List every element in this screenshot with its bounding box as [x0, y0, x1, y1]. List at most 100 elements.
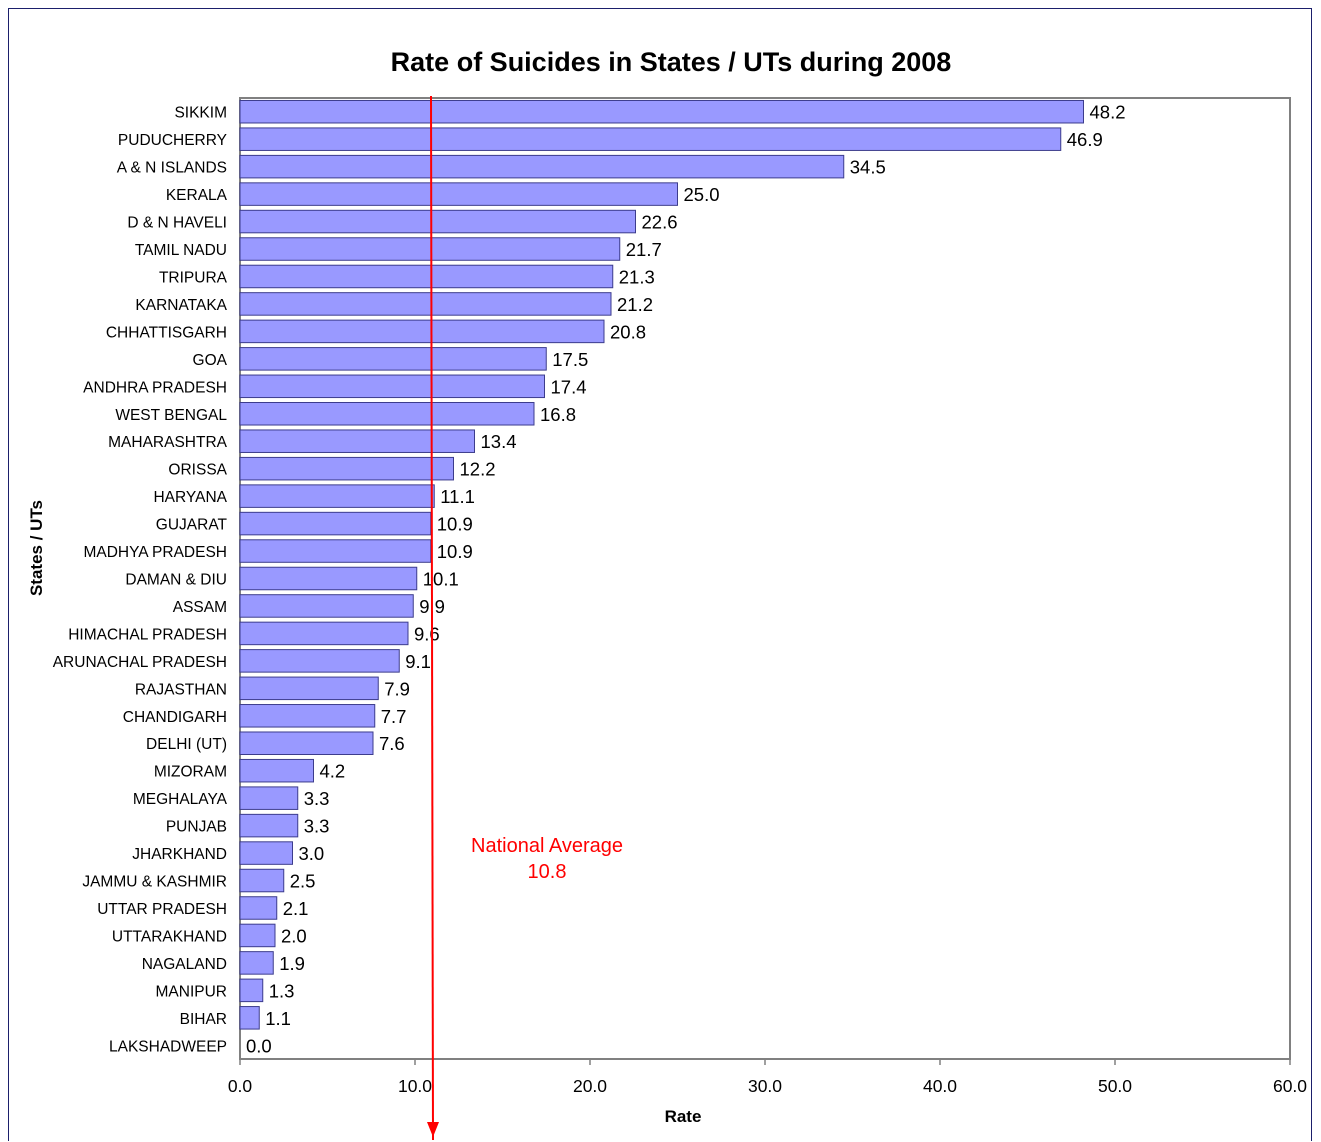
bar: [239, 704, 376, 728]
value-label: 16.8: [540, 404, 576, 425]
value-label: 7.6: [379, 733, 405, 754]
category-label: BIHAR: [180, 1011, 227, 1028]
value-label: 11.1: [440, 486, 475, 507]
bars-group: [239, 99, 1084, 1030]
value-label: 21.3: [619, 266, 655, 287]
bar: [239, 182, 678, 206]
bar: [239, 264, 614, 289]
value-label: 10.1: [423, 569, 459, 590]
value-label: 21.7: [626, 239, 662, 260]
value-label: 3.3: [304, 816, 330, 837]
bar: [239, 649, 400, 673]
bar: [239, 511, 432, 536]
value-label: 2.1: [283, 898, 309, 919]
bar: [239, 978, 264, 1003]
reference-line: [430, 95, 434, 1141]
bar: [239, 841, 293, 865]
value-label: 12.2: [460, 459, 496, 480]
category-label: ARUNACHAL PRADESH: [53, 654, 227, 671]
bar: [239, 99, 1084, 124]
category-label: HIMACHAL PRADESH: [68, 626, 227, 643]
bar: [239, 923, 276, 948]
value-label: 17.4: [551, 376, 587, 397]
category-label: WEST BENGAL: [115, 407, 227, 424]
value-label: 25.0: [684, 184, 720, 205]
category-label: CHHATTISGARH: [106, 324, 227, 341]
value-label: 21.2: [617, 294, 653, 315]
bar: [239, 539, 432, 563]
category-labels: SIKKIM PUDUCHERRY A & N ISLANDS KERALA D & N…: [53, 105, 228, 1056]
category-label: MEGHALAYA: [133, 791, 228, 808]
value-label: 1.9: [279, 953, 305, 974]
bar: [239, 429, 475, 453]
bar: [239, 594, 414, 618]
bar: [239, 813, 299, 838]
bar: [239, 374, 545, 399]
category-label: ORISSA: [168, 462, 227, 479]
x-tick-label: 20.0: [573, 1076, 607, 1096]
x-tick-label: 60.0: [1273, 1076, 1307, 1096]
category-label: JHARKHAND: [132, 846, 227, 863]
bar: [239, 731, 374, 756]
bar: [239, 484, 435, 508]
category-label: ASSAM: [173, 599, 227, 616]
chart-title: Rate of Suicides in States / UTs during …: [391, 47, 952, 77]
category-label: KARNATAKA: [135, 297, 227, 314]
bar: [239, 209, 636, 234]
value-label: 20.8: [610, 321, 646, 342]
bar: [239, 401, 535, 426]
value-label: 2.0: [281, 925, 307, 946]
category-label: LAKSHADWEEP: [109, 1038, 227, 1055]
value-label: 10.9: [437, 514, 473, 535]
category-label: NAGALAND: [142, 956, 227, 973]
bar: [239, 347, 547, 371]
bar: [239, 868, 285, 893]
category-label: D & N HAVELI: [127, 215, 227, 232]
value-label: 34.5: [850, 157, 886, 178]
value-label: 1.1: [265, 1008, 291, 1029]
bar: [239, 786, 299, 810]
value-label: 1.3: [269, 980, 295, 1001]
category-label: DAMAN & DIU: [125, 572, 227, 589]
bar: [239, 676, 379, 701]
category-label: JAMMU & KASHMIR: [82, 874, 227, 891]
category-label: GOA: [193, 352, 228, 369]
category-label: GUJARAT: [156, 517, 228, 534]
x-tick-label: 50.0: [1098, 1076, 1132, 1096]
value-labels: 48.2 46.9 34.5 25.0 22.6 21.7 21.3 21.2 20.8 17.5…: [246, 102, 1126, 1057]
x-tick-label: 10.0: [398, 1076, 432, 1096]
category-label: CHANDIGARH: [123, 709, 227, 726]
x-axis: 0.0 10.0 20.0 30.0 40.0 50.0 60.0: [228, 1059, 1307, 1096]
value-label: 9.6: [414, 623, 440, 644]
bar: [239, 154, 845, 179]
category-label: HARYANA: [153, 489, 227, 506]
category-label: TRIPURA: [159, 269, 228, 286]
bar: [239, 237, 621, 261]
category-label: MAHARASHTRA: [108, 434, 228, 451]
value-label: 10.9: [437, 541, 473, 562]
value-label: 48.2: [1090, 102, 1126, 123]
bar: [239, 292, 612, 316]
y-axis-title: States / UTs: [27, 500, 46, 596]
value-label: 17.5: [552, 349, 588, 370]
value-label: 3.3: [304, 788, 330, 809]
bar: [239, 621, 409, 646]
value-label: 2.5: [290, 871, 316, 892]
reference-arrow-head: [427, 1122, 439, 1137]
bar: [239, 566, 418, 591]
bar: [239, 1006, 260, 1030]
x-tick-label: 30.0: [748, 1076, 782, 1096]
x-axis-title: Rate: [665, 1107, 702, 1126]
category-label: MANIPUR: [156, 983, 227, 1000]
value-label: 3.0: [299, 843, 325, 864]
category-label: A & N ISLANDS: [117, 160, 227, 177]
category-label: UTTARAKHAND: [112, 928, 227, 945]
bar: [239, 896, 278, 920]
category-label: ANDHRA PRADESH: [83, 379, 227, 396]
value-label: 7.9: [384, 678, 410, 699]
bar: [239, 319, 605, 344]
value-label: 7.7: [381, 706, 407, 727]
value-label: 46.9: [1067, 129, 1103, 150]
category-label: KERALA: [166, 187, 228, 204]
